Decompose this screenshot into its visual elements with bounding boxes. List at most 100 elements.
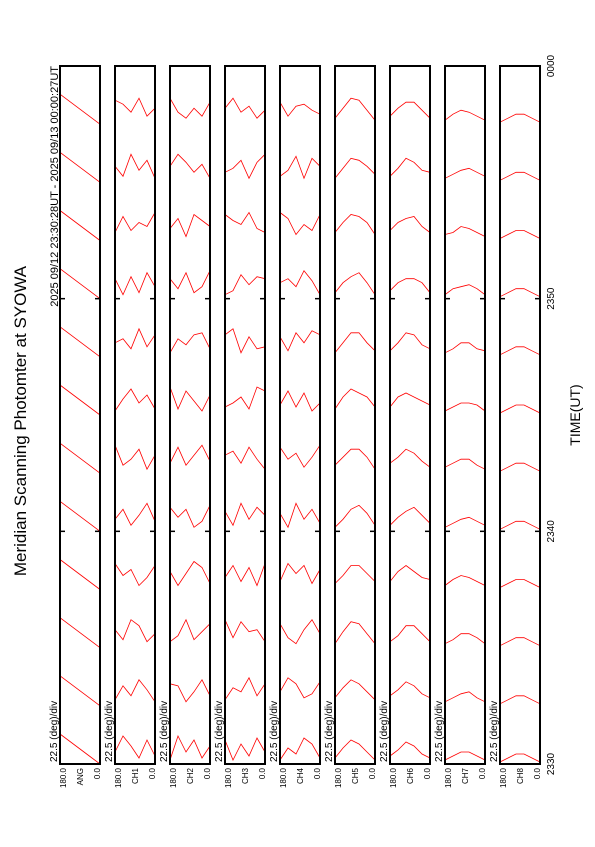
trace [334, 157, 376, 179]
trace [389, 216, 431, 233]
x-tick-label: 0000 [546, 54, 557, 77]
y-tick-label: 180.0 [279, 767, 288, 788]
trace [279, 155, 321, 180]
trace [59, 210, 101, 241]
y-tick-label: 180.0 [114, 767, 123, 788]
trace [114, 271, 156, 296]
trace [114, 563, 156, 587]
y-tick-label: 180.0 [169, 767, 178, 788]
trace [59, 675, 101, 707]
trace [224, 273, 266, 296]
trace [169, 153, 211, 179]
chart-subtitle: 2025 09/12 23:30:28UT - 2025 09/13 00:00… [49, 66, 61, 307]
scale-label: 22.5 (deg)/div [214, 701, 225, 762]
trace [59, 617, 101, 649]
y-tick-label: 180.0 [499, 767, 508, 788]
trace [224, 97, 266, 119]
trace [279, 269, 321, 295]
channel-label: CH7 [461, 767, 470, 784]
y-tick-label: 180.0 [444, 767, 453, 788]
trace [169, 270, 211, 294]
channel-label: CH4 [296, 767, 305, 784]
trace [334, 448, 376, 470]
trace [59, 442, 101, 474]
trace [444, 458, 486, 470]
trace [59, 733, 101, 765]
trace [169, 444, 211, 466]
trace [334, 388, 376, 410]
panel-frame [59, 65, 101, 765]
y-tick-label: 180.0 [334, 767, 343, 788]
panel-frame [499, 65, 541, 765]
trace [444, 575, 486, 586]
trace [444, 167, 486, 179]
y-tick-label: 0.0 [313, 767, 322, 779]
scale-label: 22.5 (deg)/div [104, 701, 115, 762]
scale-label: 22.5 (deg)/div [49, 701, 60, 762]
trace [279, 677, 321, 699]
trace [444, 342, 486, 354]
trace [499, 695, 541, 705]
channel-label: CH1 [131, 767, 140, 784]
trace [114, 212, 156, 233]
x-tick-label: 2330 [546, 752, 557, 775]
trace [334, 97, 376, 121]
trace [59, 384, 101, 416]
trace [334, 214, 376, 235]
trace [59, 268, 101, 300]
trace [224, 386, 266, 410]
trace [224, 676, 266, 701]
trace [334, 332, 376, 354]
trace [389, 448, 431, 468]
trace [59, 500, 101, 532]
trace [114, 388, 156, 412]
chart-title: Meridian Scanning Photomter at SYOWA [11, 265, 30, 576]
scale-label: 22.5 (deg)/div [434, 701, 445, 762]
y-tick-label: 180.0 [224, 767, 233, 788]
trace [389, 625, 431, 643]
trace [499, 346, 541, 356]
panel-frame [444, 65, 486, 765]
trace [499, 637, 541, 647]
trace [389, 392, 431, 408]
channel-label: CH5 [351, 767, 360, 784]
trace [334, 679, 376, 701]
y-tick-label: 180.0 [389, 767, 398, 788]
trace [499, 579, 541, 588]
trace [169, 98, 211, 119]
panel-frame [279, 65, 321, 765]
y-tick-label: 0.0 [368, 767, 377, 779]
trace [334, 739, 376, 761]
trace [224, 563, 266, 587]
x-axis-label: TIME(UT) [567, 384, 583, 445]
channel-label: CH6 [406, 767, 415, 784]
scale-label: 22.5 (deg)/div [489, 701, 500, 762]
trace [169, 505, 211, 528]
trace [499, 288, 541, 298]
trace [59, 93, 101, 125]
trace [169, 618, 211, 643]
channel-label: CH8 [516, 767, 525, 784]
trace [444, 402, 486, 412]
trace [444, 691, 486, 703]
scale-label: 22.5 (deg)/div [159, 701, 170, 762]
trace [59, 559, 101, 590]
trace [169, 332, 211, 353]
trace [224, 619, 266, 642]
trace [114, 619, 156, 643]
trace [499, 520, 541, 530]
trace [279, 102, 321, 117]
y-tick-label: 0.0 [478, 767, 487, 779]
y-tick-label: 0.0 [148, 767, 157, 779]
trace [389, 741, 431, 759]
trace [169, 213, 211, 238]
trace [279, 330, 321, 352]
trace [114, 735, 156, 759]
trace [114, 327, 156, 350]
scale-label: 22.5 (deg)/div [379, 701, 390, 762]
y-tick-label: 0.0 [423, 767, 432, 779]
trace [389, 681, 431, 699]
trace [114, 153, 156, 179]
trace [334, 621, 376, 644]
trace [444, 516, 486, 528]
